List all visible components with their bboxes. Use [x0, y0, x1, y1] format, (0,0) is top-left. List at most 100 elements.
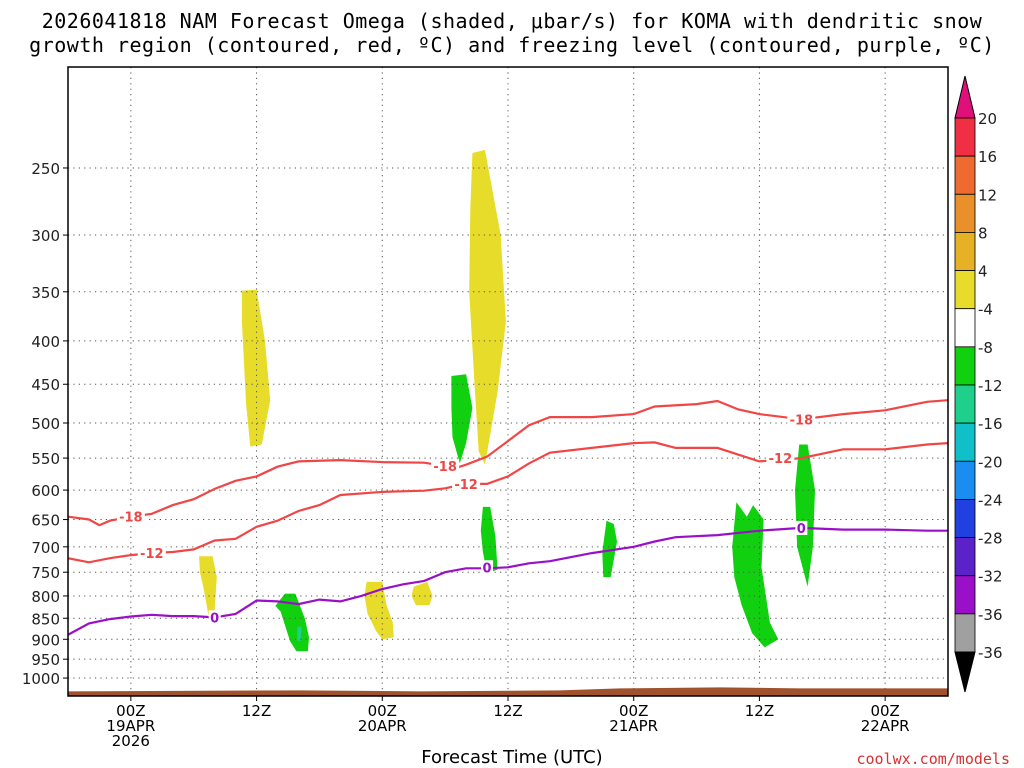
colorbar-swatch [954, 613, 976, 653]
contour-label-bg [481, 560, 494, 575]
omega-region [411, 581, 433, 605]
contour-label-bg [431, 459, 460, 474]
colorbar-label: -4 [978, 301, 993, 319]
x-tick-label-line: 20APR [357, 717, 407, 735]
contour-label-bg [766, 451, 795, 466]
x-tick-label-line: 22APR [860, 717, 910, 735]
omega-region [199, 556, 217, 616]
colorbar-label: -32 [978, 568, 1003, 586]
x-tick-label-line: 2026 [111, 732, 150, 750]
colorbar-swatch [954, 422, 976, 462]
x-tick-label: 00Z 20APR [342, 704, 422, 749]
omega-region [451, 374, 473, 464]
x-tick-label: 00Z 22APR [845, 704, 925, 749]
colorbar-label: -36 [978, 644, 1003, 662]
colorbar-swatch [954, 193, 976, 233]
y-tick-label: 950 [31, 651, 60, 669]
ground-layer [68, 687, 948, 696]
x-tick-label: 12Z [468, 704, 548, 749]
colorbar-swatch [954, 308, 976, 348]
colorbar-label: 8 [978, 224, 988, 242]
y-tick-label: 700 [31, 539, 60, 557]
contour-label: -18 [119, 511, 143, 526]
contour-label: -18 [433, 460, 457, 475]
omega-region [469, 149, 506, 465]
y-tick-label: 300 [31, 227, 60, 245]
contour-label: -18 [790, 413, 814, 428]
x-tick-label-line: 00Z [619, 702, 649, 720]
colorbar-swatch [954, 232, 976, 271]
omega-region [602, 520, 617, 578]
x-tick-label-line: 12Z [744, 702, 775, 720]
colorbar-label: -8 [978, 339, 993, 357]
colorbar-swatch [954, 117, 976, 157]
colorbar-swatch [954, 499, 976, 538]
colorbar-label: -12 [978, 377, 1003, 395]
contour-label: 0 [210, 611, 219, 626]
omega-region [297, 626, 302, 642]
omega-region [732, 502, 779, 648]
x-tick-label: 00Z 19APR 2026 [91, 704, 171, 749]
contour-label-bg [116, 509, 145, 524]
colorbar-label: 20 [978, 110, 997, 128]
colorbar-swatch [954, 346, 976, 386]
omega-region [795, 444, 815, 587]
colorbar-label: -24 [978, 491, 1003, 509]
x-tick-label-line: 19APR [106, 717, 156, 735]
colorbar-swatch [954, 270, 976, 310]
x-tick-label: 00Z 21APR [594, 704, 674, 749]
gridlines [68, 67, 948, 696]
x-tick-label-line: 00Z [870, 702, 900, 720]
x-axis-title: Forecast Time (UTC) [421, 747, 603, 768]
contour-line [68, 526, 948, 636]
contour-label-bg [795, 520, 808, 535]
y-tick-label: 800 [31, 588, 60, 606]
colorbar-label: 16 [978, 148, 997, 166]
colorbar-label: 4 [978, 263, 988, 281]
colorbar-swatch [954, 460, 976, 500]
y-tick-label: 750 [31, 564, 60, 582]
y-tick-label: 900 [31, 631, 60, 649]
x-tick-label-line: 12Z [241, 702, 272, 720]
contour-label: -12 [454, 478, 478, 493]
y-tick-label: 450 [31, 376, 60, 394]
chart-title-line-2: growth region (contoured, red, ºC) and f… [29, 33, 995, 57]
chart-title-line-1: 2026041818 NAM Forecast Omega (shaded, μ… [41, 9, 983, 33]
colorbar-label: -36 [978, 606, 1003, 624]
contour-label-bg [208, 610, 221, 625]
colorbar-swatch [954, 575, 976, 615]
y-tick-label: 500 [31, 415, 60, 433]
y-tick-label: 650 [31, 512, 60, 530]
colorbar-swatch [954, 155, 976, 195]
y-tick-label: 850 [31, 610, 60, 628]
watermark-text: coolwx.com/models [856, 750, 1010, 768]
ground-fill [68, 687, 948, 696]
y-tick-label: 600 [31, 482, 60, 500]
contour-label-bg [137, 546, 166, 561]
colorbar-swatch [954, 384, 976, 424]
omega-shaded-regions [199, 149, 815, 652]
contour-label-bg [787, 412, 816, 427]
y-tick-label: 550 [31, 450, 60, 468]
omega-region [480, 506, 498, 574]
y-tick-label: 400 [31, 333, 60, 351]
x-tick-label-line: 21APR [609, 717, 659, 735]
colorbar-label: 12 [978, 186, 997, 204]
y-axis: 250 300 350 400 450 500 550 600 650 700 750 800 850 9… [22, 160, 886, 701]
contour-line [68, 441, 948, 564]
omega-region [241, 289, 271, 447]
colorbar-label: -28 [978, 530, 1003, 548]
x-tick-label-line: 12Z [493, 702, 523, 720]
contour-label: -12 [769, 452, 793, 467]
x-tick-label: 12Z [217, 704, 297, 749]
colorbar-swatch [954, 537, 976, 577]
contour-label-bg [452, 476, 481, 491]
omega-region [364, 581, 394, 640]
x-tick-label-line: 00Z [367, 702, 397, 720]
colorbar-label: -16 [978, 415, 1003, 433]
contour-label: -12 [140, 547, 164, 562]
x-tick-label-line: 00Z [116, 702, 146, 720]
colorbar-top-triangle [954, 75, 976, 119]
contour-label: 0 [797, 522, 806, 537]
